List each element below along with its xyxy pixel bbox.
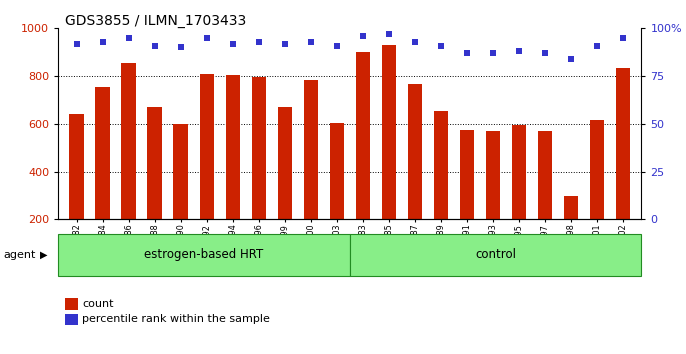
Point: [383, 31, 394, 37]
Bar: [460, 130, 474, 267]
Point: [331, 43, 342, 48]
Bar: [434, 111, 448, 267]
Text: GDS3855 / ILMN_1703433: GDS3855 / ILMN_1703433: [65, 14, 246, 28]
Point: [97, 39, 108, 45]
Point: [71, 41, 82, 46]
Point: [514, 48, 525, 54]
Bar: [58, 234, 350, 276]
Bar: [304, 80, 318, 267]
Text: estrogen-based HRT: estrogen-based HRT: [145, 249, 263, 261]
Text: count: count: [82, 299, 114, 309]
Bar: [407, 85, 422, 267]
Bar: [538, 131, 552, 267]
Point: [540, 50, 551, 56]
Point: [357, 33, 368, 39]
Point: [566, 56, 577, 62]
Bar: [69, 114, 84, 267]
Point: [488, 50, 499, 56]
Point: [201, 35, 212, 41]
Text: ▶: ▶: [40, 250, 47, 260]
Bar: [616, 68, 630, 267]
Bar: [252, 77, 266, 267]
Text: control: control: [475, 249, 516, 261]
Point: [436, 43, 447, 48]
Point: [462, 50, 473, 56]
Bar: [564, 195, 578, 267]
Text: percentile rank within the sample: percentile rank within the sample: [82, 314, 270, 324]
Bar: [350, 234, 641, 276]
Bar: [121, 63, 136, 267]
Point: [175, 45, 186, 50]
Point: [410, 39, 421, 45]
Text: agent: agent: [3, 250, 36, 260]
Bar: [590, 120, 604, 267]
Bar: [147, 107, 162, 267]
Bar: [512, 125, 526, 267]
Bar: [330, 123, 344, 267]
Point: [591, 43, 602, 48]
Point: [617, 35, 628, 41]
Bar: [486, 131, 500, 267]
Point: [253, 39, 264, 45]
Point: [279, 41, 290, 46]
Bar: [200, 74, 214, 267]
Bar: [356, 52, 370, 267]
Point: [305, 39, 316, 45]
Point: [123, 35, 134, 41]
Bar: [174, 124, 188, 267]
Point: [227, 41, 238, 46]
Bar: [226, 75, 240, 267]
Bar: [95, 87, 110, 267]
Point: [149, 43, 160, 48]
Bar: [278, 107, 292, 267]
Bar: [381, 45, 396, 267]
